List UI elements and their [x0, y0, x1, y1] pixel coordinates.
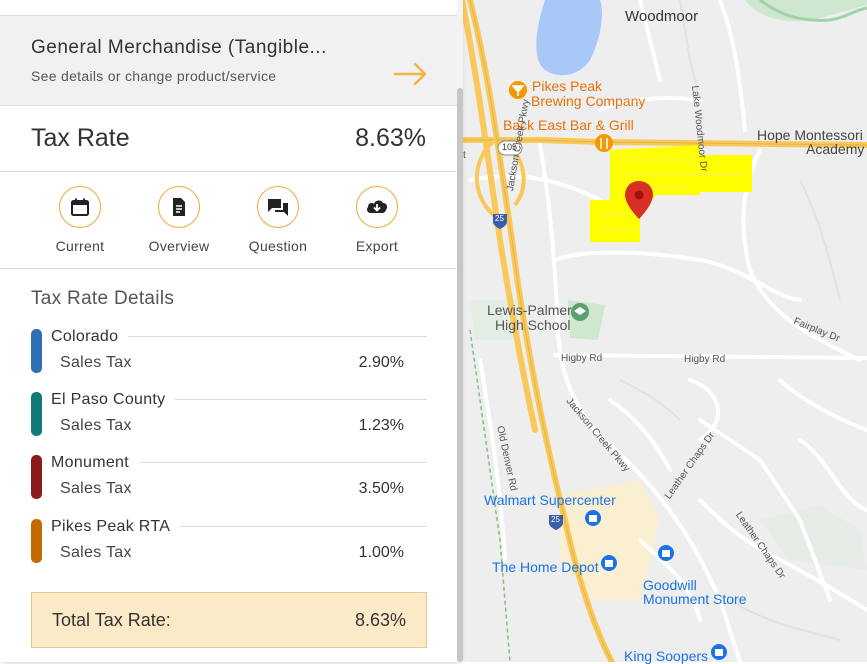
current-icon-circle: [59, 186, 101, 228]
tax-rate-percent: 2.90%: [358, 354, 404, 371]
map-label-woodmoor: Woodmoor: [625, 8, 699, 25]
map-label-i25-b: 25: [551, 515, 560, 524]
map-label-pikes-peak-brewing[interactable]: Pikes Peak: [532, 78, 603, 94]
chat-icon: [268, 199, 288, 216]
map-label-home-depot[interactable]: The Home Depot: [492, 559, 599, 575]
panel-top-strip: [0, 0, 457, 16]
arrow-right-icon[interactable]: [393, 60, 429, 88]
map-label-higby-rd-2: Higby Rd: [684, 354, 726, 365]
shopping-poi-icon: [585, 510, 727, 660]
calendar-icon: [71, 198, 89, 216]
current-label: Current: [55, 238, 105, 254]
map-label-route-105: 105: [502, 142, 518, 152]
tax-rate-details-title: Tax Rate Details: [31, 288, 175, 309]
question-icon-circle: [257, 186, 299, 228]
map-label-hope-montessori-2[interactable]: Academy: [806, 141, 865, 157]
action-bar: Current Overview Question: [0, 172, 457, 269]
divider: [51, 526, 427, 527]
divider: [51, 336, 427, 337]
map-label-goodwill-2[interactable]: Monument Store: [643, 591, 747, 607]
tax-type-label: Sales Tax: [60, 354, 132, 371]
tax-rate-value: 8.63%: [355, 124, 426, 152]
jurisdiction-name: El Paso County: [51, 391, 176, 409]
export-icon-circle: [356, 186, 398, 228]
question-button[interactable]: Question: [233, 186, 323, 254]
map-label-lewis-palmer[interactable]: Lewis-Palmer: [487, 302, 572, 318]
tax-area-highlight-2: [590, 200, 640, 242]
current-button[interactable]: Current: [35, 186, 125, 254]
tax-type-label: Sales Tax: [60, 417, 132, 434]
panel-scrollbar-thumb[interactable]: [457, 88, 463, 662]
jurisdiction-name: Colorado: [51, 328, 129, 346]
product-selector[interactable]: General Merchandise (Tangible... See det…: [0, 16, 457, 106]
map-label-hope-montessori[interactable]: Hope Montessori: [757, 127, 863, 143]
overview-button[interactable]: Overview: [134, 186, 224, 254]
map-label-pikes-peak-brewing-2[interactable]: Brewing Company: [531, 93, 646, 109]
green-area: [745, 0, 867, 21]
export-button[interactable]: Export: [332, 186, 422, 254]
export-label: Export: [355, 238, 399, 254]
map-label-lewis-palmer-2[interactable]: High School: [495, 317, 571, 333]
jurisdiction-name: Monument: [51, 454, 139, 472]
school-poi-icon: [571, 303, 589, 321]
divider: [51, 462, 427, 463]
tax-rate-label: Tax Rate: [31, 124, 130, 152]
map-label-edge-letter: t: [463, 150, 466, 161]
total-tax-rate-value: 8.63%: [354, 610, 406, 630]
map-label-i25-a: 25: [495, 214, 504, 223]
jurisdiction-colorado: Colorado Sales Tax 2.90%: [31, 328, 427, 377]
total-tax-rate-box: Total Tax Rate: 8.63%: [31, 592, 427, 648]
map-label-back-east-bar[interactable]: Back East Bar & Grill: [503, 117, 634, 133]
tax-type-label: Sales Tax: [60, 480, 132, 497]
divider: [51, 399, 427, 400]
restaurant-poi-icon: [595, 134, 613, 152]
cloud-download-icon: [367, 200, 387, 213]
i25-shield: [493, 214, 563, 530]
jurisdiction-color-bar: [31, 455, 42, 499]
map-label-higby-rd-1: Higby Rd: [561, 353, 603, 364]
product-title: General Merchandise (Tangible...: [31, 37, 327, 58]
document-icon: [173, 198, 185, 216]
tax-type-label: Sales Tax: [60, 544, 132, 561]
jurisdiction-el-paso-county: El Paso County Sales Tax 1.23%: [31, 391, 427, 440]
tax-rate-percent: 3.50%: [358, 480, 404, 497]
route-105-shield: [497, 140, 523, 156]
jurisdiction-color-bar: [31, 329, 42, 373]
overview-label: Overview: [148, 238, 210, 254]
jurisdiction-monument: Monument Sales Tax 3.50%: [31, 454, 427, 503]
product-subtitle: See details or change product/service: [31, 68, 277, 84]
tax-rate-percent: 1.23%: [358, 417, 404, 434]
location-pin-icon: [625, 181, 653, 219]
lake: [536, 0, 602, 76]
overview-icon-circle: [158, 186, 200, 228]
tax-rate-summary: Tax Rate 8.63%: [0, 106, 457, 172]
map-label-goodwill[interactable]: Goodwill: [643, 577, 697, 593]
tax-details-panel: General Merchandise (Tangible... See det…: [0, 0, 458, 662]
jurisdiction-color-bar: [31, 519, 42, 563]
total-tax-rate-label: Total Tax Rate:: [52, 610, 171, 630]
jurisdiction-pikes-peak-rta: Pikes Peak RTA Sales Tax 1.00%: [31, 518, 427, 567]
map-label-king-soopers[interactable]: King Soopers: [624, 648, 709, 664]
map-label-walmart[interactable]: Walmart Supercenter: [484, 492, 616, 508]
jurisdiction-name: Pikes Peak RTA: [51, 518, 181, 536]
tax-rate-percent: 1.00%: [358, 544, 404, 561]
question-label: Question: [248, 238, 308, 254]
brewery-poi-icon: [509, 81, 527, 99]
jurisdiction-color-bar: [31, 392, 42, 436]
commercial-area: [560, 480, 660, 600]
